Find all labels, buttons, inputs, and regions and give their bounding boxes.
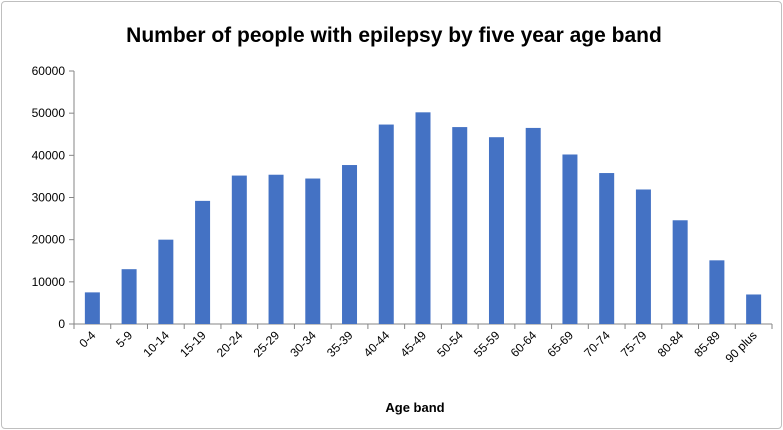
x-tick-label: 10-14 (140, 328, 172, 360)
x-tick-label: 40-44 (361, 328, 393, 360)
bar-10-14 (158, 239, 174, 324)
x-axis-label: Age band (385, 400, 444, 415)
x-tick-label: 35-39 (324, 328, 356, 360)
bar-45-49 (415, 112, 431, 324)
x-tick-label: 25-29 (251, 328, 283, 360)
y-tick-label: 20000 (32, 233, 66, 247)
bar-5-9 (121, 269, 137, 324)
x-tick-label: 5-9 (113, 328, 135, 350)
bar-15-19 (195, 200, 211, 324)
x-tick-label: 85-89 (691, 328, 723, 360)
chart-title: Number of people with epilepsy by five y… (126, 24, 662, 47)
x-tick-label: 65-69 (544, 328, 576, 360)
bar-20-24 (231, 175, 247, 324)
y-tick-label: 10000 (32, 275, 66, 289)
y-tick-label: 50000 (32, 106, 66, 120)
y-tick-label: 60000 (32, 64, 66, 78)
y-tick-label: 0 (58, 317, 65, 331)
bar-80-84 (672, 220, 688, 324)
bars (84, 112, 762, 324)
x-tick-label: 90 plus (722, 328, 759, 365)
y-tick-label: 30000 (32, 191, 66, 205)
x-tick-label: 55-59 (471, 328, 503, 360)
bar-75-79 (635, 189, 651, 324)
x-tick-label: 30-34 (287, 328, 319, 360)
bar-60-64 (525, 127, 541, 324)
x-tick-label: 80-84 (655, 328, 687, 360)
bar-55-59 (488, 137, 504, 324)
x-tick-label: 45-49 (398, 328, 430, 360)
y-axis: 0 10000 20000 30000 40000 50000 60000 (32, 64, 75, 331)
bar-85-89 (709, 260, 725, 324)
bar-70-74 (599, 173, 615, 324)
x-tick-label: 70-74 (581, 328, 613, 360)
x-tick-label: 50-54 (434, 328, 466, 360)
bar-50-54 (452, 127, 468, 324)
bar-30-34 (305, 178, 321, 324)
bar-65-69 (562, 154, 578, 324)
y-tick-label: 40000 (32, 148, 66, 162)
bar-90-plus (746, 294, 762, 324)
bar-25-29 (268, 174, 284, 324)
x-tick-label: 0-4 (76, 328, 98, 350)
x-tick-label: 15-19 (177, 328, 209, 360)
x-tick-label: 75-79 (618, 328, 650, 360)
x-axis: 0-4 5-9 10-14 15-19 20-24 25-29 30-34 35-39 40-4… (73, 323, 773, 365)
bar-35-39 (342, 165, 358, 324)
bar-40-44 (378, 124, 394, 324)
x-tick-label: 60-64 (508, 328, 540, 360)
x-tick-label: 20-24 (214, 328, 246, 360)
bar-0-4 (84, 292, 100, 324)
